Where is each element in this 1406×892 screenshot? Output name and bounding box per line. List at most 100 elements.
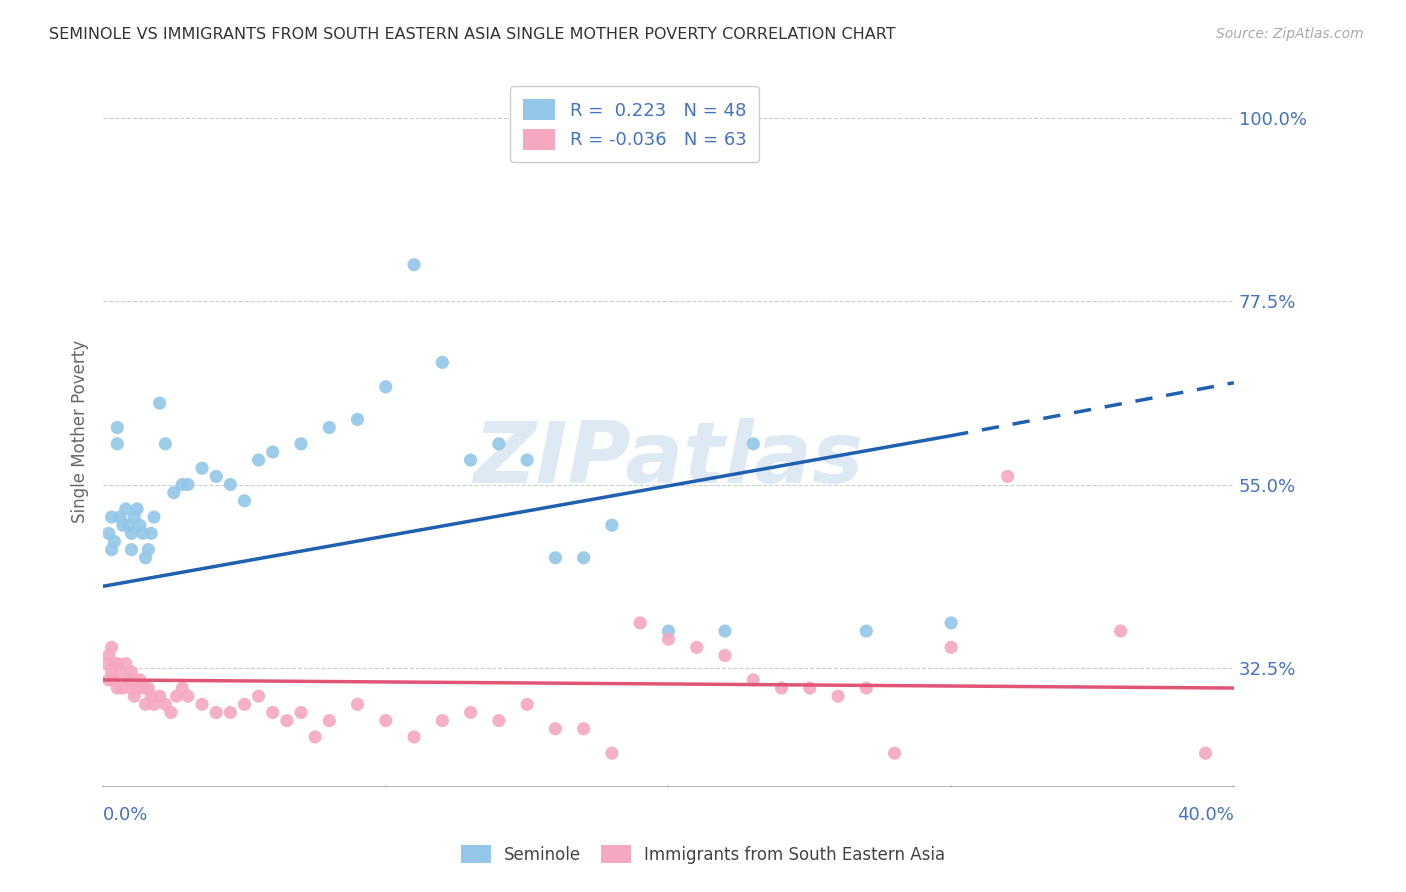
Point bbox=[714, 624, 737, 638]
Point bbox=[125, 502, 148, 516]
Point bbox=[742, 673, 765, 687]
Point bbox=[143, 510, 166, 524]
Point bbox=[191, 698, 214, 712]
Point bbox=[460, 453, 482, 467]
Point bbox=[97, 648, 120, 663]
Point bbox=[544, 550, 567, 565]
Point bbox=[219, 477, 242, 491]
Point bbox=[103, 673, 125, 687]
Legend: Seminole, Immigrants from South Eastern Asia: Seminole, Immigrants from South Eastern … bbox=[454, 838, 952, 871]
Point bbox=[108, 665, 131, 679]
Point bbox=[105, 681, 128, 695]
Point bbox=[155, 698, 177, 712]
Point bbox=[131, 526, 153, 541]
Point bbox=[97, 526, 120, 541]
Point bbox=[120, 542, 142, 557]
Point bbox=[177, 477, 200, 491]
Point bbox=[138, 542, 160, 557]
Point bbox=[131, 681, 153, 695]
Point bbox=[516, 453, 538, 467]
Point bbox=[233, 698, 256, 712]
Text: 40.0%: 40.0% bbox=[1177, 806, 1234, 824]
Point bbox=[122, 510, 145, 524]
Point bbox=[290, 437, 312, 451]
Point bbox=[94, 657, 117, 671]
Point bbox=[117, 518, 139, 533]
Point bbox=[103, 657, 125, 671]
Point bbox=[346, 698, 368, 712]
Text: ZIPatlas: ZIPatlas bbox=[474, 418, 863, 501]
Point bbox=[262, 445, 284, 459]
Point bbox=[177, 689, 200, 703]
Point bbox=[247, 453, 270, 467]
Point bbox=[172, 681, 194, 695]
Point bbox=[883, 746, 905, 760]
Point bbox=[100, 640, 122, 655]
Point bbox=[163, 485, 186, 500]
Point bbox=[544, 722, 567, 736]
Point bbox=[827, 689, 849, 703]
Point bbox=[290, 706, 312, 720]
Point bbox=[516, 698, 538, 712]
Point bbox=[122, 689, 145, 703]
Point bbox=[97, 673, 120, 687]
Point bbox=[402, 258, 425, 272]
Point bbox=[432, 714, 454, 728]
Point bbox=[657, 624, 679, 638]
Point bbox=[247, 689, 270, 703]
Point bbox=[149, 396, 172, 410]
Point bbox=[318, 420, 340, 434]
Point bbox=[488, 437, 510, 451]
Point bbox=[233, 493, 256, 508]
Point bbox=[939, 615, 962, 630]
Point bbox=[105, 420, 128, 434]
Point bbox=[205, 469, 228, 483]
Point bbox=[111, 518, 134, 533]
Point bbox=[374, 714, 396, 728]
Point bbox=[128, 673, 150, 687]
Point bbox=[276, 714, 298, 728]
Point bbox=[262, 706, 284, 720]
Point bbox=[346, 412, 368, 426]
Point bbox=[100, 542, 122, 557]
Point bbox=[939, 640, 962, 655]
Point bbox=[657, 632, 679, 647]
Point bbox=[100, 510, 122, 524]
Y-axis label: Single Mother Poverty: Single Mother Poverty bbox=[72, 340, 89, 523]
Point bbox=[135, 550, 157, 565]
Point bbox=[799, 681, 821, 695]
Point bbox=[120, 681, 142, 695]
Point bbox=[205, 706, 228, 720]
Point bbox=[141, 526, 163, 541]
Text: Source: ZipAtlas.com: Source: ZipAtlas.com bbox=[1216, 27, 1364, 41]
Point bbox=[191, 461, 214, 475]
Point bbox=[114, 657, 136, 671]
Point bbox=[997, 469, 1019, 483]
Point bbox=[855, 681, 877, 695]
Point bbox=[105, 437, 128, 451]
Point bbox=[111, 681, 134, 695]
Point bbox=[219, 706, 242, 720]
Point bbox=[460, 706, 482, 720]
Point bbox=[117, 673, 139, 687]
Text: SEMINOLE VS IMMIGRANTS FROM SOUTH EASTERN ASIA SINGLE MOTHER POVERTY CORRELATION: SEMINOLE VS IMMIGRANTS FROM SOUTH EASTER… bbox=[49, 27, 896, 42]
Point bbox=[432, 355, 454, 369]
Point bbox=[714, 648, 737, 663]
Point bbox=[105, 657, 128, 671]
Point bbox=[155, 437, 177, 451]
Point bbox=[600, 746, 623, 760]
Legend: R =  0.223   N = 48, R = -0.036   N = 63: R = 0.223 N = 48, R = -0.036 N = 63 bbox=[510, 87, 759, 162]
Point bbox=[855, 624, 877, 638]
Point bbox=[374, 380, 396, 394]
Point bbox=[108, 510, 131, 524]
Point bbox=[1109, 624, 1132, 638]
Point bbox=[138, 681, 160, 695]
Point bbox=[143, 698, 166, 712]
Point bbox=[172, 477, 194, 491]
Point bbox=[600, 518, 623, 533]
Point bbox=[318, 714, 340, 728]
Point bbox=[125, 681, 148, 695]
Point bbox=[120, 526, 142, 541]
Point bbox=[572, 550, 595, 565]
Point bbox=[149, 689, 172, 703]
